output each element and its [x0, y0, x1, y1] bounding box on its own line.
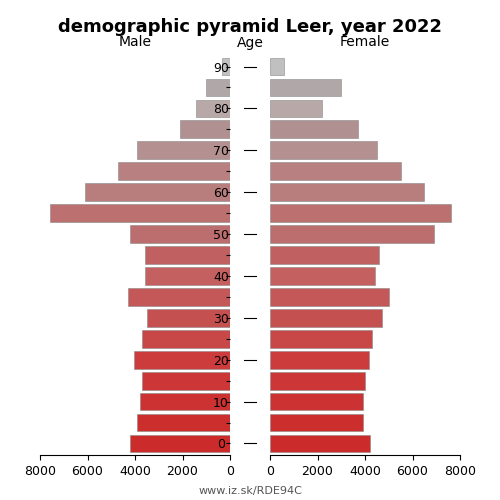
Bar — [180, 120, 230, 138]
Bar — [118, 162, 230, 180]
Bar — [140, 392, 230, 410]
Bar — [270, 162, 400, 180]
Text: www.iz.sk/RDE94C: www.iz.sk/RDE94C — [198, 486, 302, 496]
Bar — [50, 204, 230, 222]
Text: Male: Male — [118, 36, 152, 50]
Bar — [130, 225, 230, 243]
Text: Female: Female — [340, 36, 390, 50]
Text: demographic pyramid Leer, year 2022: demographic pyramid Leer, year 2022 — [58, 18, 442, 36]
Bar — [270, 78, 341, 96]
Bar — [134, 351, 230, 368]
Bar — [270, 392, 362, 410]
Bar — [270, 184, 424, 201]
Bar — [270, 351, 368, 368]
Bar — [270, 267, 374, 285]
Bar — [147, 309, 230, 326]
Bar — [270, 288, 389, 306]
Bar — [196, 100, 230, 117]
Bar — [142, 372, 230, 390]
Bar — [144, 246, 230, 264]
Bar — [85, 184, 230, 201]
Bar — [144, 267, 230, 285]
Bar — [270, 142, 377, 159]
Bar — [128, 288, 230, 306]
Bar — [270, 120, 358, 138]
Bar — [270, 330, 372, 347]
Bar — [270, 225, 434, 243]
Bar — [270, 372, 365, 390]
Bar — [206, 78, 230, 96]
Bar — [130, 434, 230, 452]
Bar — [142, 330, 230, 347]
Bar — [222, 58, 230, 76]
Bar — [270, 58, 284, 76]
Bar — [270, 246, 380, 264]
Bar — [270, 414, 362, 432]
Bar — [270, 434, 370, 452]
Text: Age: Age — [236, 36, 264, 50]
Bar — [270, 100, 322, 117]
Bar — [270, 204, 450, 222]
Bar — [270, 309, 382, 326]
Bar — [138, 142, 230, 159]
Bar — [138, 414, 230, 432]
